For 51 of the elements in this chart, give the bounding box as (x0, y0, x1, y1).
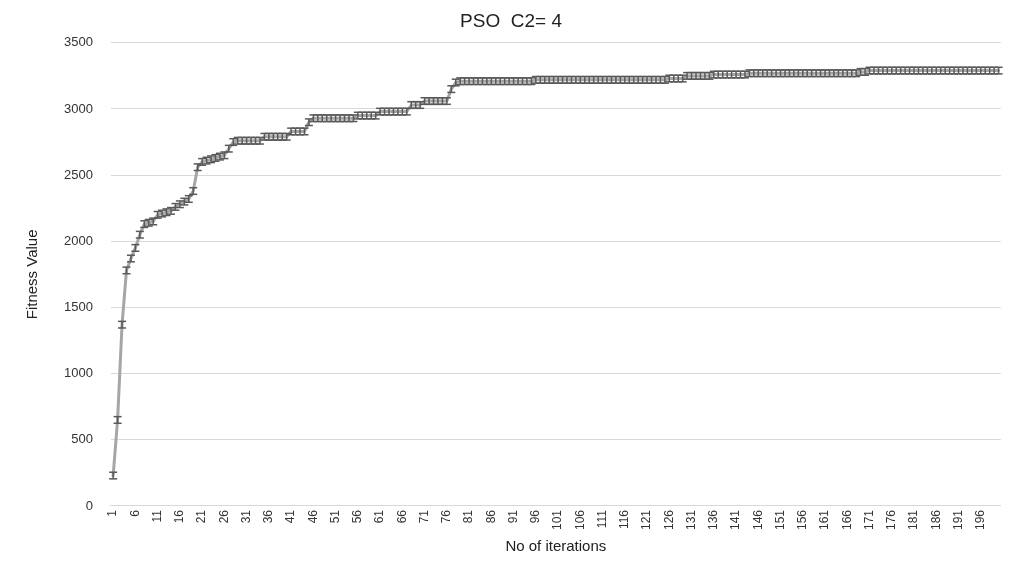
y-axis-title: Fitness Value (23, 229, 41, 320)
x-tick-label: 46 (305, 509, 320, 524)
x-tick-label: 26 (216, 509, 231, 524)
x-tick-label: 151 (772, 509, 787, 531)
x-tick-label: 121 (639, 509, 654, 531)
x-tick-label: 106 (572, 509, 587, 531)
y-tick-label: 2500 (64, 166, 93, 182)
x-tick-label: 31 (238, 509, 253, 524)
x-tick-label: 146 (750, 509, 765, 531)
x-tick-label: 126 (661, 509, 676, 531)
x-tick-label: 41 (283, 509, 298, 524)
x-tick-label: 111 (594, 509, 609, 529)
x-tick-label: 191 (950, 509, 965, 531)
x-tick-label: 116 (617, 509, 632, 530)
x-tick-label: 16 (172, 509, 187, 524)
x-tick-label: 76 (439, 509, 454, 524)
x-tick-label: 166 (839, 509, 854, 531)
y-tick-label: 3000 (64, 100, 93, 116)
y-tick-label: 1000 (64, 365, 93, 381)
x-tick-label: 161 (817, 509, 832, 531)
x-tick-label: 21 (194, 509, 209, 524)
x-tick-label: 131 (683, 509, 698, 531)
x-tick-label: 51 (327, 509, 342, 524)
x-tick-label: 171 (861, 509, 876, 531)
x-tick-label: 136 (706, 509, 721, 531)
x-tick-label: 61 (372, 509, 387, 524)
x-tick-label: 11 (149, 509, 164, 523)
x-tick-label: 6 (127, 509, 142, 517)
x-axis-title: No of iterations (505, 537, 607, 555)
y-tick-label: 0 (85, 497, 93, 513)
x-tick-label: 86 (483, 509, 498, 524)
x-tick-label: 71 (416, 509, 431, 524)
x-tick-label: 181 (906, 509, 921, 531)
y-tick-label: 2000 (64, 232, 93, 248)
x-tick-label: 81 (461, 509, 476, 524)
x-tick-label: 91 (505, 509, 520, 524)
x-tick-label: 141 (728, 509, 743, 531)
x-tick-label: 186 (928, 509, 943, 531)
x-tick-label: 101 (550, 509, 565, 531)
x-tick-label: 56 (350, 509, 365, 524)
x-tick-label: 156 (795, 509, 810, 531)
chart-title: PSO C2= 4 (460, 9, 563, 31)
x-tick-label: 196 (973, 509, 988, 531)
x-tick-label: 176 (884, 509, 899, 531)
y-tick-label: 500 (71, 431, 93, 447)
x-tick-label: 1 (105, 509, 120, 517)
y-tick-label: 3500 (64, 34, 93, 50)
x-tick-label: 36 (261, 509, 276, 524)
x-tick-label: 96 (528, 509, 543, 524)
y-tick-label: 1500 (64, 299, 93, 315)
x-tick-label: 66 (394, 509, 409, 524)
